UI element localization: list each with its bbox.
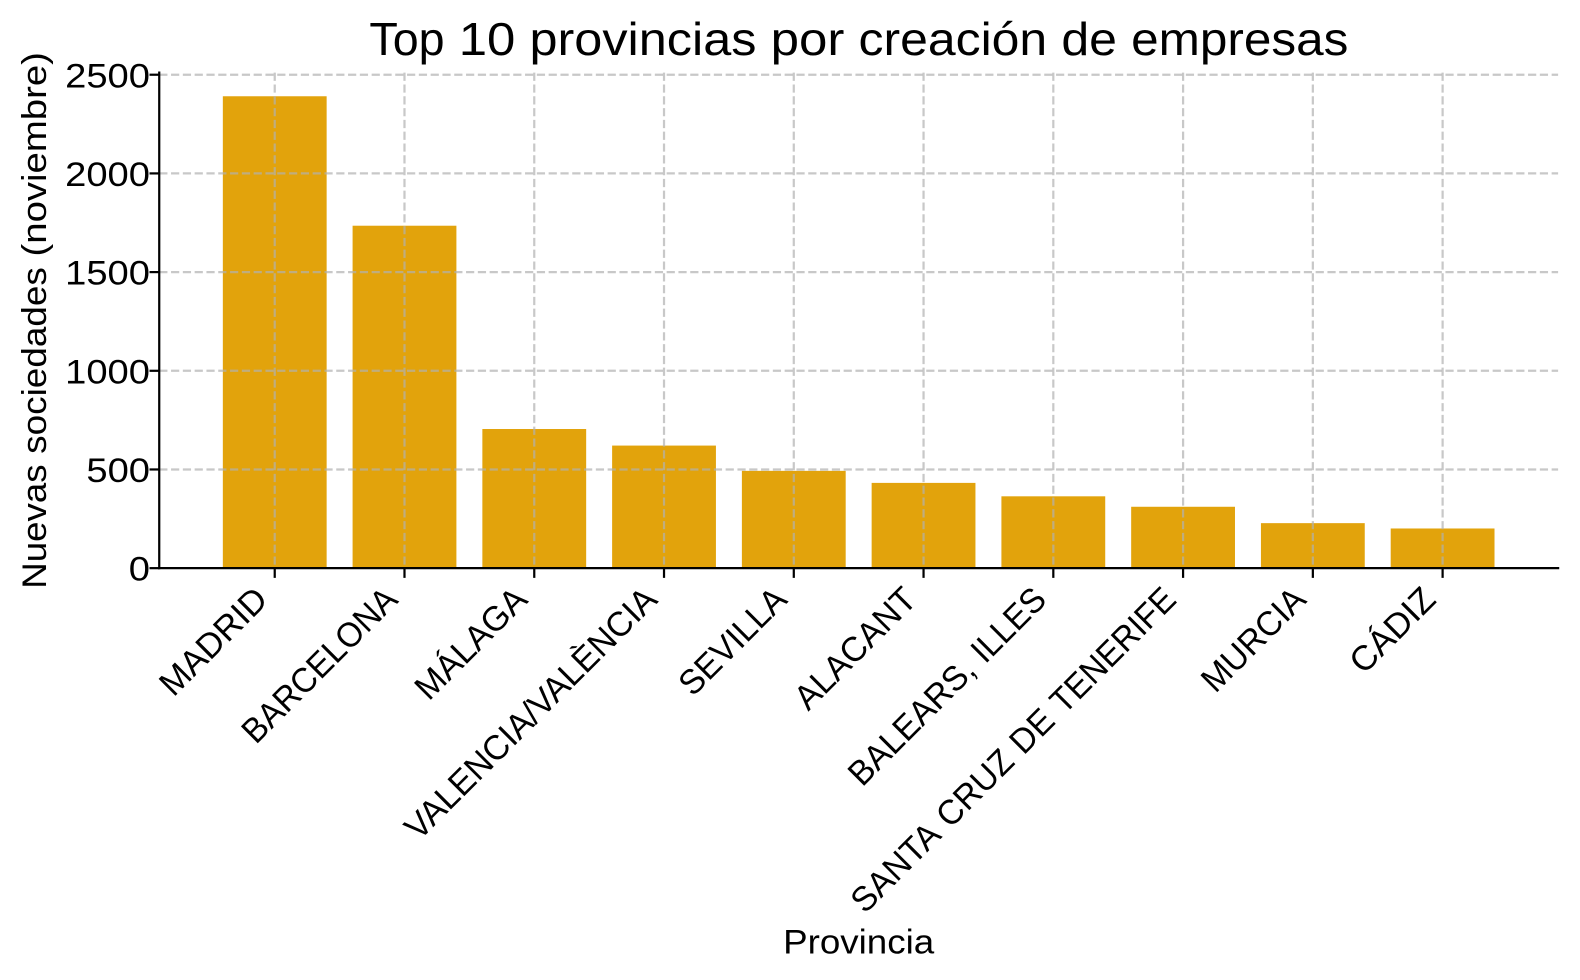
svg-text:0: 0 — [129, 551, 150, 589]
svg-text:2000: 2000 — [65, 156, 150, 194]
svg-text:Nuevas: Nuevas — [16, 464, 54, 588]
svg-text:de: de — [1061, 13, 1117, 65]
svg-text:Provincia: Provincia — [783, 923, 935, 961]
svg-text:creación: creación — [859, 13, 1048, 65]
svg-text:(noviembre): (noviembre) — [16, 52, 54, 256]
svg-text:1000: 1000 — [65, 353, 150, 391]
svg-text:provincias: provincias — [529, 13, 756, 65]
svg-text:1500: 1500 — [65, 255, 150, 293]
svg-text:500: 500 — [86, 452, 150, 490]
svg-text:Top: Top — [369, 13, 444, 65]
svg-text:2500: 2500 — [65, 57, 150, 95]
svg-text:por: por — [771, 13, 845, 65]
svg-text:empresas: empresas — [1131, 13, 1348, 65]
svg-text:10: 10 — [459, 13, 516, 65]
svg-text:sociedades: sociedades — [16, 267, 54, 454]
